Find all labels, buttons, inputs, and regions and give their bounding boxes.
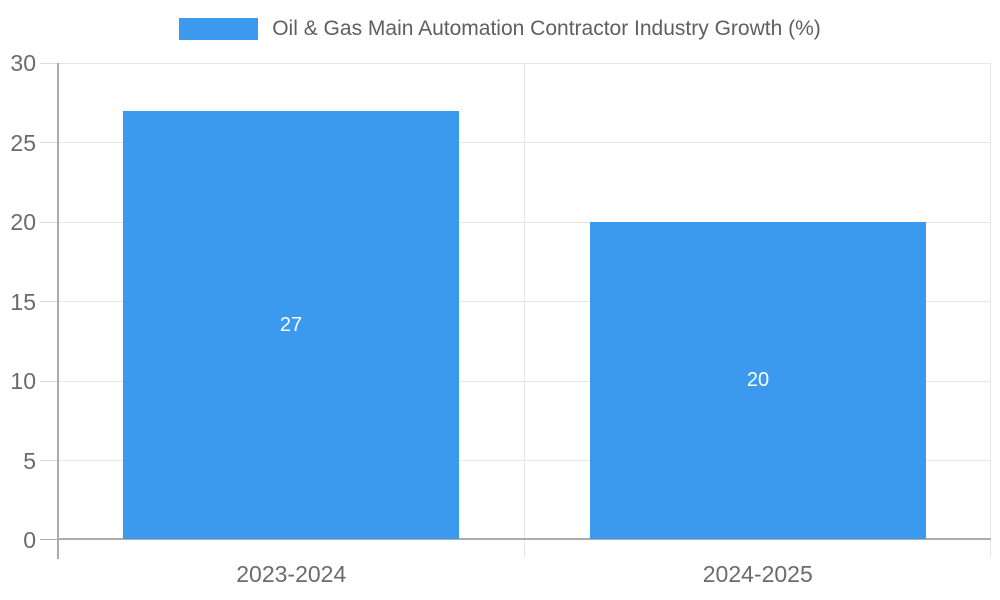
bar: 27 <box>123 111 459 539</box>
x-axis-label: 2024-2025 <box>702 561 813 587</box>
y-axis-tick <box>40 221 58 223</box>
legend-swatch <box>179 18 259 40</box>
y-axis-tick <box>40 62 58 64</box>
x-axis-label: 2023-2024 <box>236 561 347 587</box>
y-axis-label: 25 <box>10 129 36 156</box>
category-divider <box>524 63 525 558</box>
y-axis-label: 0 <box>23 527 36 553</box>
y-axis-label: 30 <box>10 50 36 76</box>
x-axis-line <box>58 538 991 540</box>
chart-legend: Oil & Gas Main Automation Contractor Ind… <box>0 17 1000 41</box>
y-axis-tick <box>40 142 58 143</box>
bar: 20 <box>590 222 926 539</box>
y-axis-label: 10 <box>10 368 36 394</box>
y-axis-line <box>57 63 59 559</box>
y-axis-label: 5 <box>23 447 36 474</box>
plot-right-border <box>990 63 991 558</box>
bar-value-label: 27 <box>279 313 303 336</box>
y-axis-tick <box>40 380 58 382</box>
plot-area: 0 5 10 15 20 25 30 27 2023-2024 20 2024-2025 <box>10 50 991 587</box>
bar-value-label: 20 <box>746 369 770 391</box>
y-axis-tick <box>40 460 58 461</box>
y-axis-label: 20 <box>10 209 36 235</box>
y-axis-tick <box>40 301 58 302</box>
y-axis-label: 15 <box>10 288 36 315</box>
legend-label: Oil & Gas Main Automation Contractor Ind… <box>272 17 821 40</box>
y-axis-tick <box>40 539 58 540</box>
